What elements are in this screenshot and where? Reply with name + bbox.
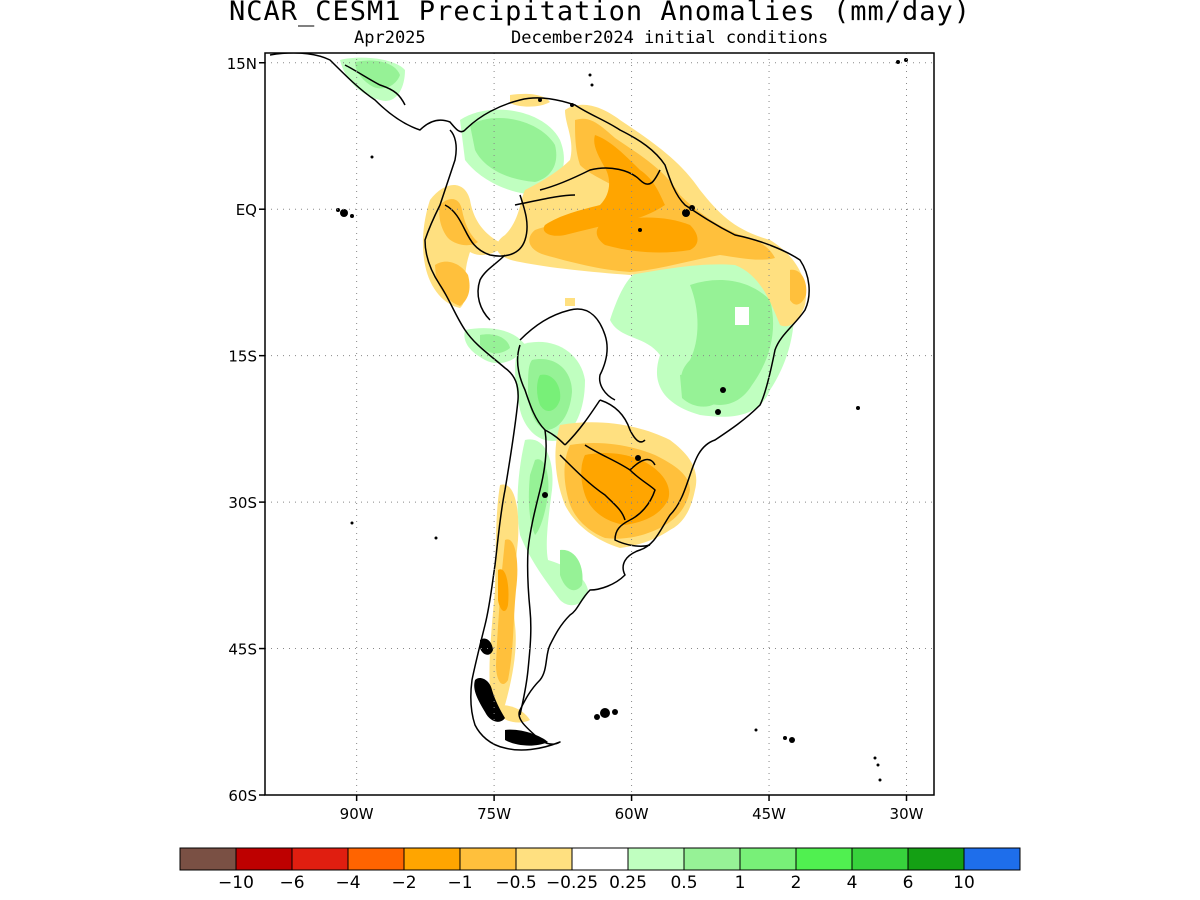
lon-tick-label: 75W bbox=[477, 805, 511, 823]
colorbar-label: −6 bbox=[279, 873, 304, 893]
lat-tick-label: 30S bbox=[228, 494, 257, 512]
colorbar-swatch bbox=[403, 847, 461, 871]
colorbar-swatch bbox=[851, 847, 909, 871]
island-markers bbox=[336, 58, 908, 782]
colorbar-label: 10 bbox=[953, 873, 975, 893]
lat-tick-label: 15N bbox=[227, 55, 257, 73]
colorbar-swatch bbox=[627, 847, 685, 871]
colorbar-label: 1 bbox=[735, 873, 746, 893]
colorbar: −10 −6 −4 −2 −1 −0.5 −0.25 0.25 0.5 1 2 4 6 10 bbox=[179, 847, 1021, 893]
colorbar-swatch bbox=[907, 847, 965, 871]
colorbar-label: 6 bbox=[903, 873, 914, 893]
colorbar-swatch bbox=[459, 847, 517, 871]
anomaly-field bbox=[340, 57, 807, 723]
forecast-month: Apr2025 bbox=[354, 28, 426, 48]
colorbar-swatch bbox=[291, 847, 349, 871]
colorbar-swatch bbox=[515, 847, 573, 871]
colorbar-label: 0.5 bbox=[670, 873, 697, 893]
colorbar-label: −4 bbox=[335, 873, 360, 893]
colorbar-swatch bbox=[179, 847, 237, 871]
coastline-outlines bbox=[269, 53, 810, 751]
colorbar-label: −0.5 bbox=[495, 873, 536, 893]
lon-tick-label: 30W bbox=[890, 805, 924, 823]
lat-tick-label: 15S bbox=[228, 348, 257, 366]
map-title: NCAR_CESM1 Precipitation Anomalies (mm/d… bbox=[229, 0, 971, 27]
colorbar-label: 0.25 bbox=[609, 873, 647, 893]
colorbar-label: −1 bbox=[447, 873, 472, 893]
lon-tick-label: 60W bbox=[615, 805, 649, 823]
colorbar-label: −0.25 bbox=[546, 873, 598, 893]
colorbar-label: −10 bbox=[218, 873, 254, 893]
colorbar-label: 4 bbox=[847, 873, 858, 893]
lon-tick-label: 45W bbox=[752, 805, 786, 823]
colorbar-swatch bbox=[347, 847, 405, 871]
initial-conditions-label: December2024 initial conditions bbox=[511, 28, 829, 48]
colorbar-label: 2 bbox=[791, 873, 802, 893]
colorbar-swatch bbox=[739, 847, 797, 871]
lat-tick-label: 60S bbox=[228, 787, 257, 805]
map-frame bbox=[264, 52, 935, 796]
colorbar-swatch bbox=[963, 847, 1021, 871]
map-axes: 15N EQ 15S 30S 45S 60S 90W 75W 60W 45W 30W bbox=[227, 55, 924, 823]
lat-tick-label: 45S bbox=[228, 641, 257, 659]
colorbar-label: −2 bbox=[391, 873, 416, 893]
colorbar-swatch bbox=[571, 847, 629, 871]
colorbar-swatch bbox=[683, 847, 741, 871]
map-gridlines bbox=[265, 53, 934, 795]
colorbar-swatch bbox=[235, 847, 293, 871]
colorbar-swatch bbox=[795, 847, 853, 871]
lon-tick-label: 90W bbox=[340, 805, 374, 823]
lat-tick-label: EQ bbox=[236, 201, 257, 219]
